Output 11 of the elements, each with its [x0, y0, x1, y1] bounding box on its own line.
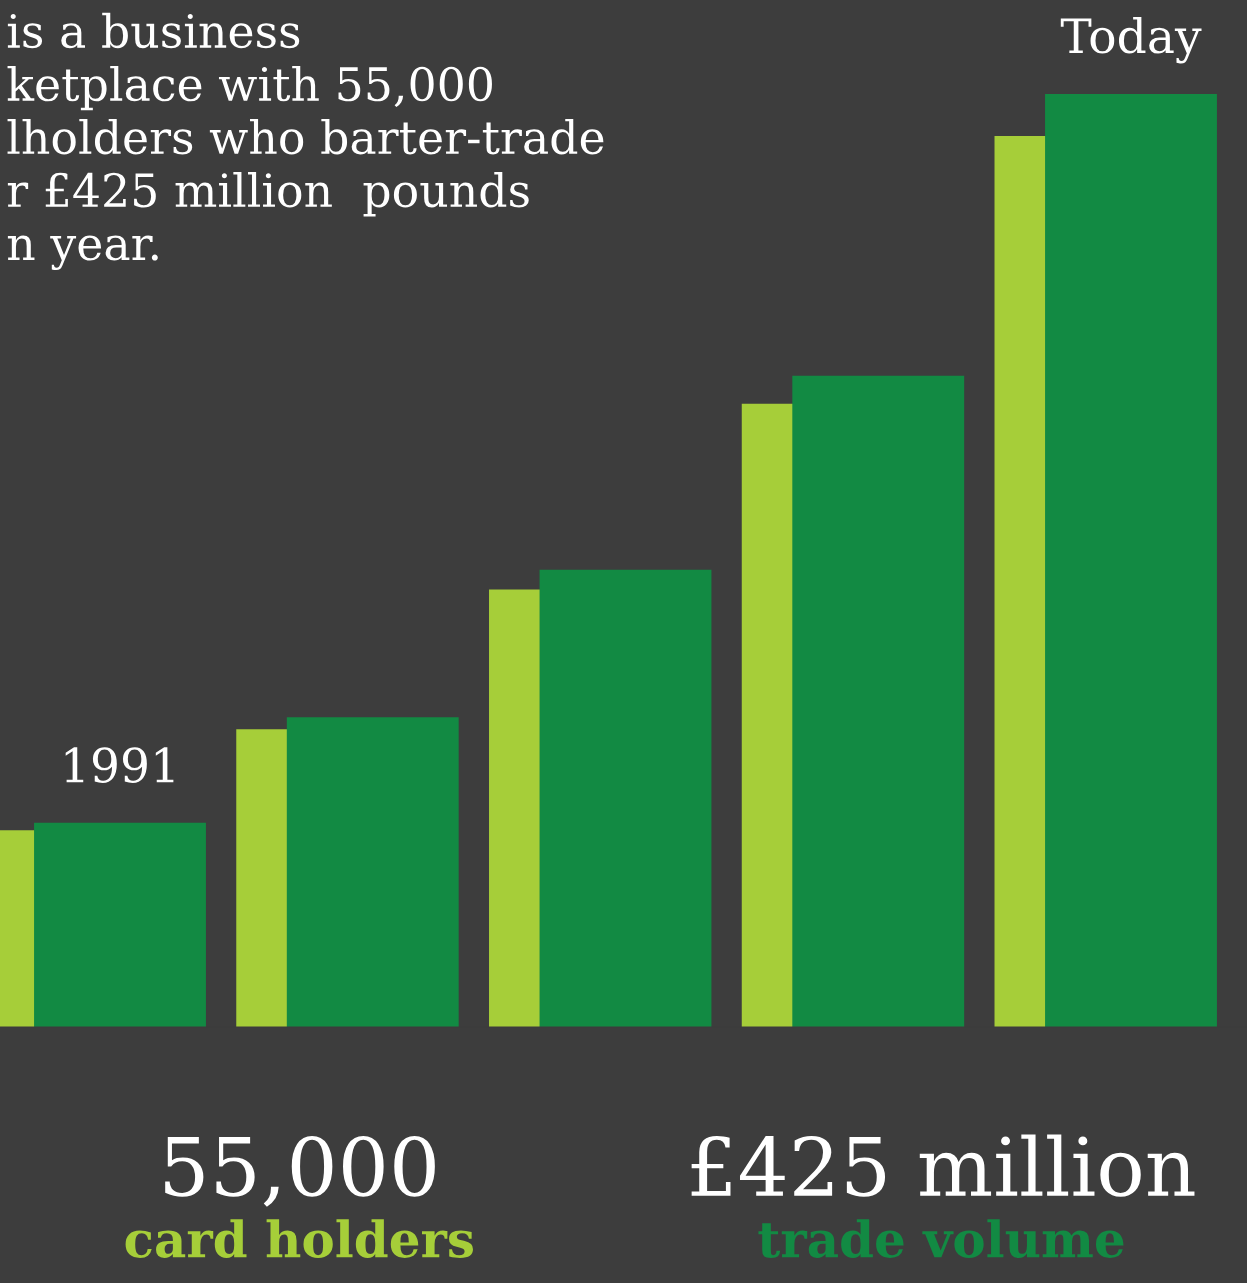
- bar: [286, 717, 459, 1027]
- bar: [792, 375, 965, 1027]
- text: card holders: [125, 1219, 473, 1258]
- annotation: is a business ketplace with 55,000 lholders who barter-trade r £425 million pounds n year.: [7, 12, 604, 271]
- text: £425 million: [691, 1134, 1195, 1197]
- bar: [1045, 94, 1217, 1027]
- x-tick-label: 1991: [65, 747, 174, 783]
- x-tick-label: Today: [1060, 17, 1202, 64]
- text: 55,000: [165, 1135, 435, 1207]
- bar: [539, 569, 712, 1027]
- text: trade volume: [758, 1219, 1124, 1258]
